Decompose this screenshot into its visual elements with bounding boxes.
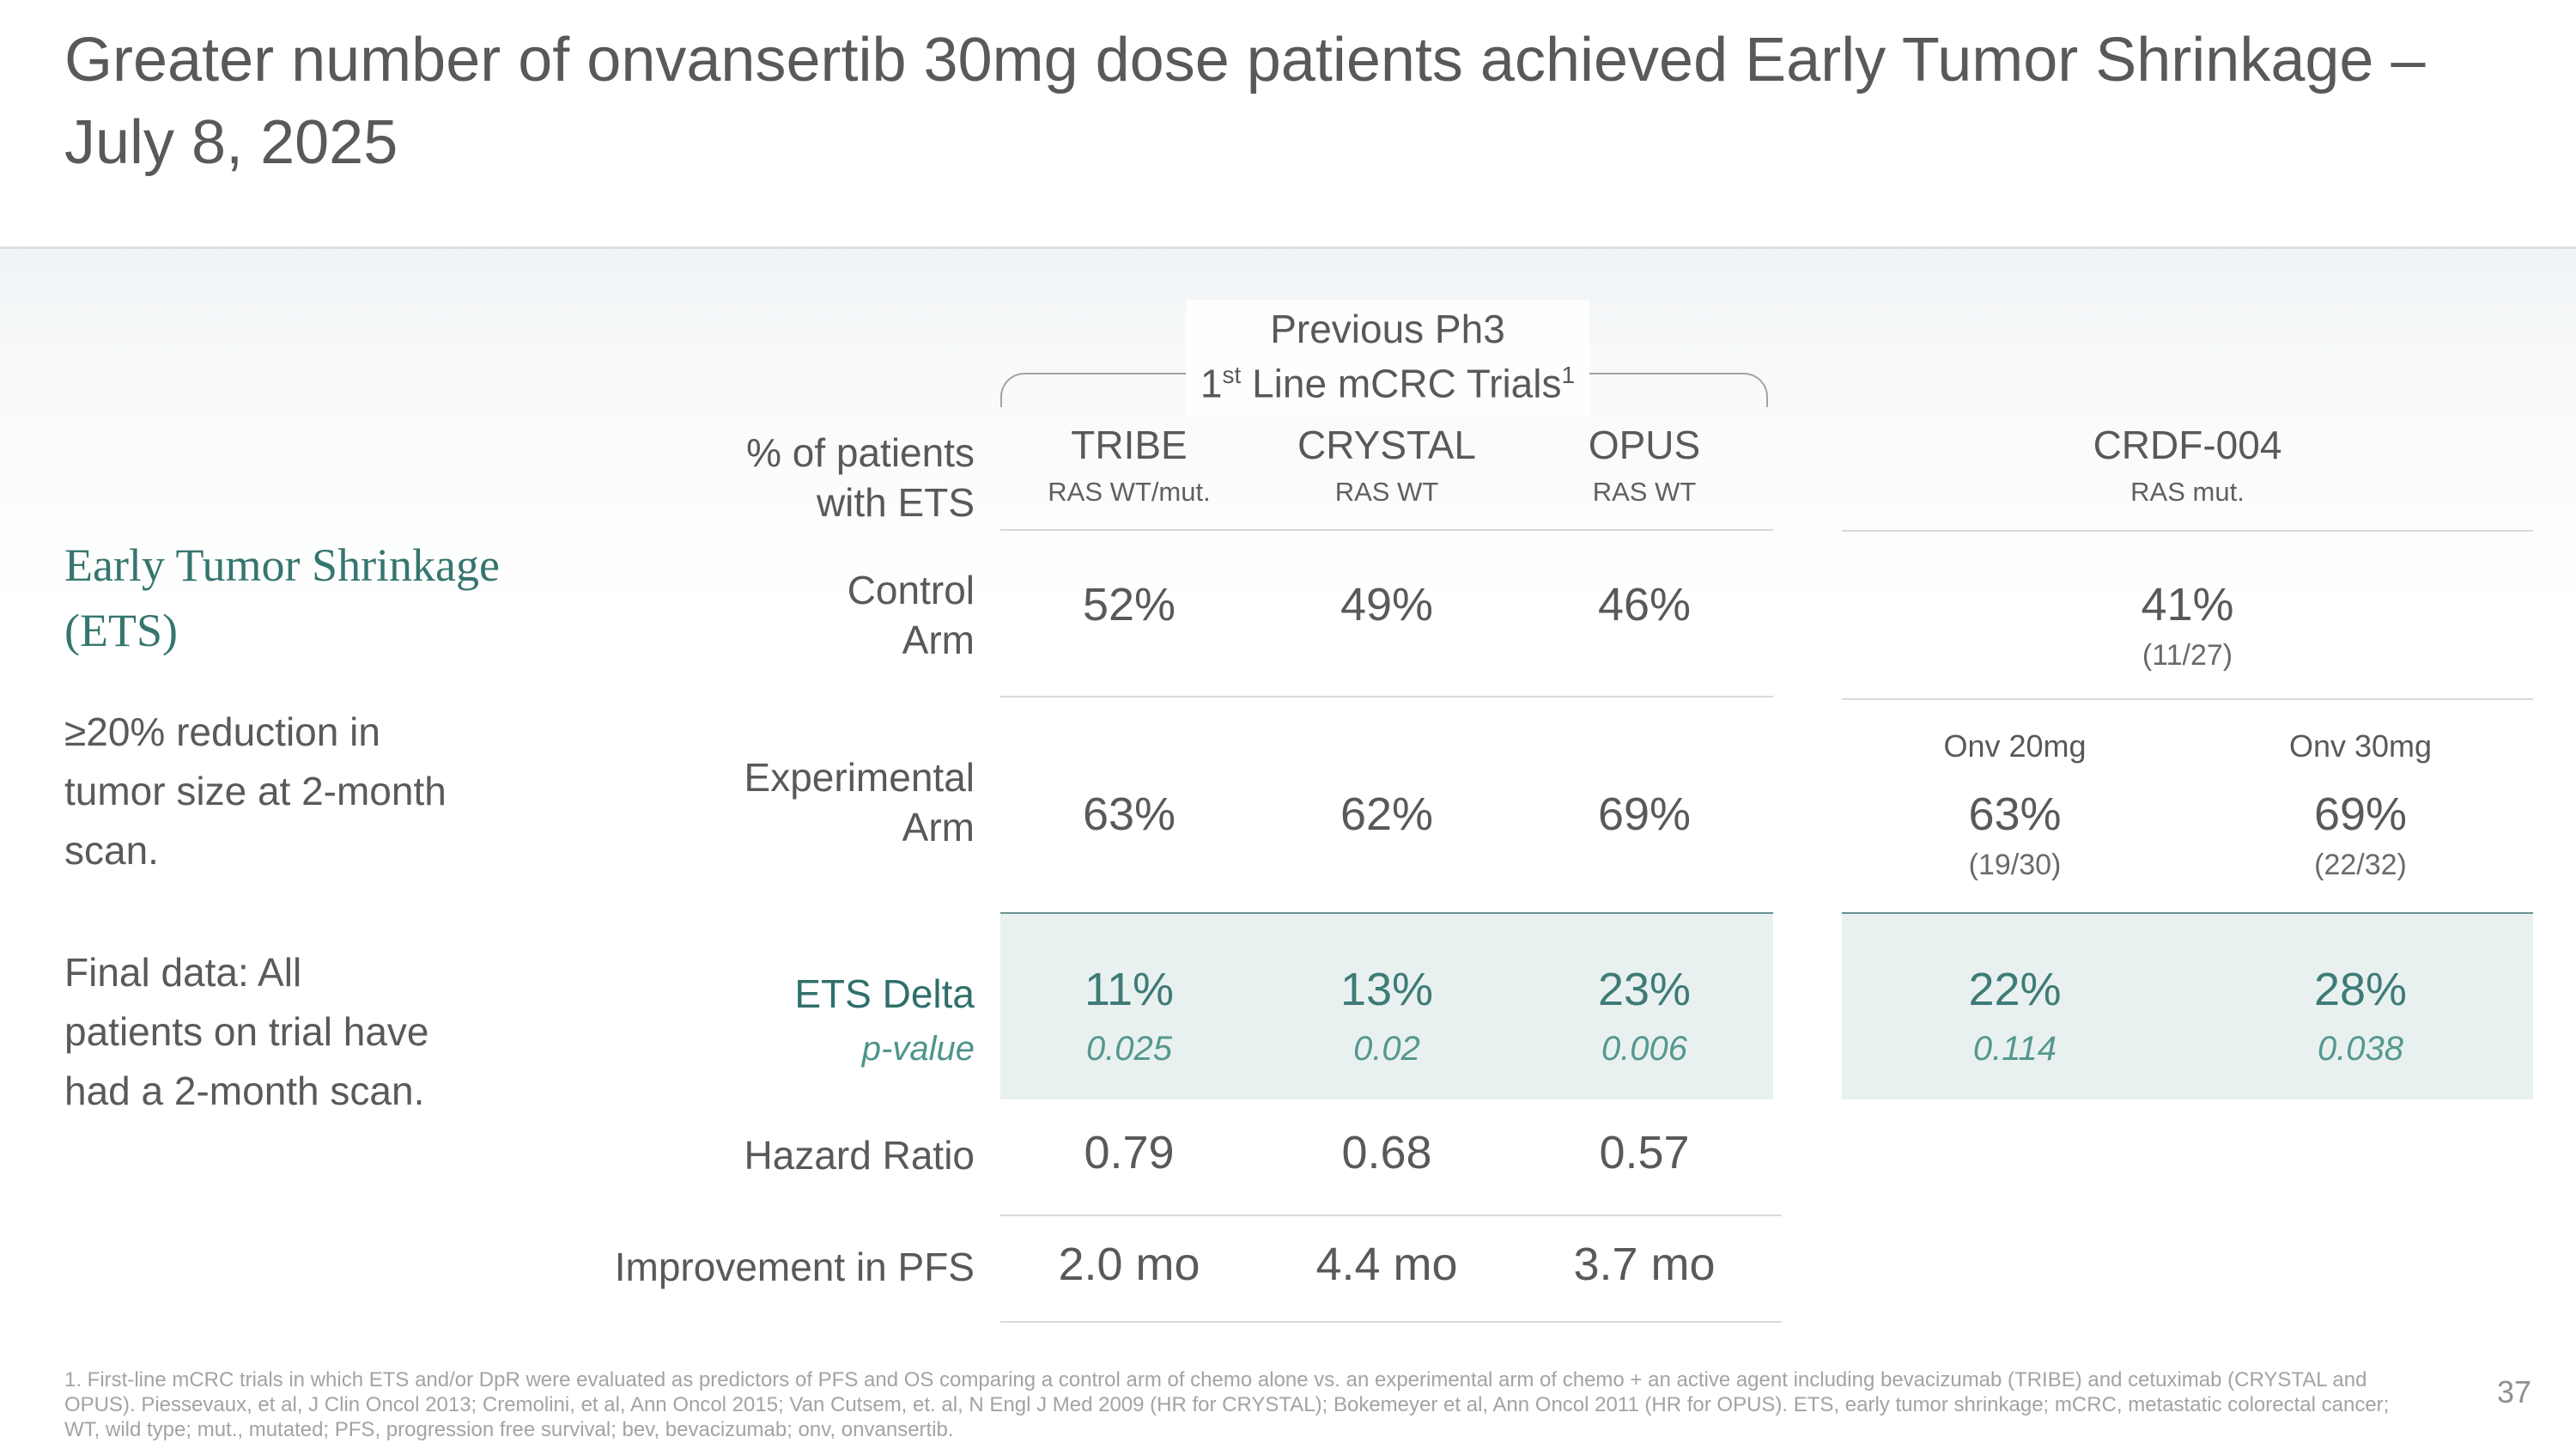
ets-heading: Early Tumor Shrinkage (ETS) xyxy=(64,539,500,656)
content-area: Early Tumor Shrinkage (ETS) ≥20% reducti… xyxy=(0,249,2576,1449)
column-header-opus: OPUS RAS WT xyxy=(1588,423,1701,507)
ets-delta-onv-20mg: 22% xyxy=(1968,964,2062,1015)
p-value-onv-30mg: 0.038 xyxy=(2317,1030,2404,1068)
control-value-tribe: 52% xyxy=(1082,579,1176,630)
control-value-opus: 46% xyxy=(1597,579,1692,630)
column-header-crdf-004: CRDF-004 RAS mut. xyxy=(2093,423,2282,507)
experimental-value-onv-20mg: 63% (19/30) xyxy=(1968,788,2062,881)
pfs-crystal: 4.4 mo xyxy=(1315,1239,1458,1290)
control-value-crdf: 41% (11/27) xyxy=(2141,579,2234,672)
column-header-crystal: CRYSTAL RAS WT xyxy=(1297,423,1476,507)
divider xyxy=(1000,1321,1782,1323)
dose-label-onv-30mg: Onv 30mg xyxy=(2288,728,2433,764)
experimental-value-crystal: 62% xyxy=(1340,788,1434,840)
row-label-experimental-arm: Experimental Arm xyxy=(744,755,975,849)
control-value-crystal: 49% xyxy=(1340,579,1434,630)
experimental-value-tribe: 63% xyxy=(1082,788,1176,840)
ets-definition: ≥20% reduction in tumor size at 2-month … xyxy=(64,709,447,873)
row-label-ets-delta: ETS Delta xyxy=(794,971,975,1016)
axis-label: % of patients with ETS xyxy=(746,430,975,525)
row-label-control-arm: Control Arm xyxy=(847,568,975,662)
ordinal-superscript: st xyxy=(1222,362,1242,388)
hazard-ratio-opus: 0.57 xyxy=(1599,1127,1690,1178)
hazard-ratio-tribe: 0.79 xyxy=(1084,1127,1175,1178)
dose-label-onv-20mg: Onv 20mg xyxy=(1943,728,2087,764)
pfs-opus: 3.7 mo xyxy=(1573,1239,1716,1290)
ph3-group-header-line2: 1st Line mCRC Trials1 xyxy=(1200,361,1576,406)
divider xyxy=(1842,698,2533,700)
footnote: 1. First-line mCRC trials in which ETS a… xyxy=(64,1368,2390,1441)
hazard-ratio-crystal: 0.68 xyxy=(1341,1127,1432,1178)
ets-delta-onv-30mg: 28% xyxy=(2313,964,2408,1015)
row-label-improvement-pfs: Improvement in PFS xyxy=(614,1245,975,1289)
ph3-group-header-line1: Previous Ph3 xyxy=(1270,307,1505,351)
p-value-opus: 0.006 xyxy=(1601,1030,1688,1068)
divider xyxy=(1000,696,1773,697)
divider xyxy=(1000,529,1773,531)
slide-title: Greater number of onvansertib 30mg dose … xyxy=(64,26,2426,177)
row-label-hazard-ratio: Hazard Ratio xyxy=(744,1133,975,1178)
page-number: 37 xyxy=(2496,1374,2531,1409)
column-header-tribe: TRIBE RAS WT/mut. xyxy=(1048,423,1211,507)
ets-delta-highlight-box-ph3 xyxy=(1000,912,1773,1099)
experimental-value-opus: 69% xyxy=(1597,788,1692,840)
footnote-ref-superscript: 1 xyxy=(1561,362,1576,388)
ets-delta-crystal: 13% xyxy=(1340,964,1434,1015)
ets-delta-tribe: 11% xyxy=(1084,964,1175,1015)
ph3-group-header: Previous Ph3 1st Line mCRC Trials1 xyxy=(1186,301,1589,416)
divider xyxy=(1000,1215,1782,1216)
divider xyxy=(1842,530,2533,532)
p-value-tribe: 0.025 xyxy=(1085,1030,1173,1068)
ets-delta-opus: 23% xyxy=(1597,964,1692,1015)
title-bar: Greater number of onvansertib 30mg dose … xyxy=(0,0,2576,249)
experimental-value-onv-30mg: 69% (22/32) xyxy=(2313,788,2408,881)
ets-delta-highlight-box-crdf xyxy=(1842,912,2533,1099)
row-label-p-value: p-value xyxy=(861,1030,975,1068)
pfs-tribe: 2.0 mo xyxy=(1058,1239,1200,1290)
ets-final-data-note: Final data: All patients on trial have h… xyxy=(64,950,429,1113)
p-value-crystal: 0.02 xyxy=(1353,1030,1420,1068)
p-value-onv-20mg: 0.114 xyxy=(1972,1030,2057,1068)
